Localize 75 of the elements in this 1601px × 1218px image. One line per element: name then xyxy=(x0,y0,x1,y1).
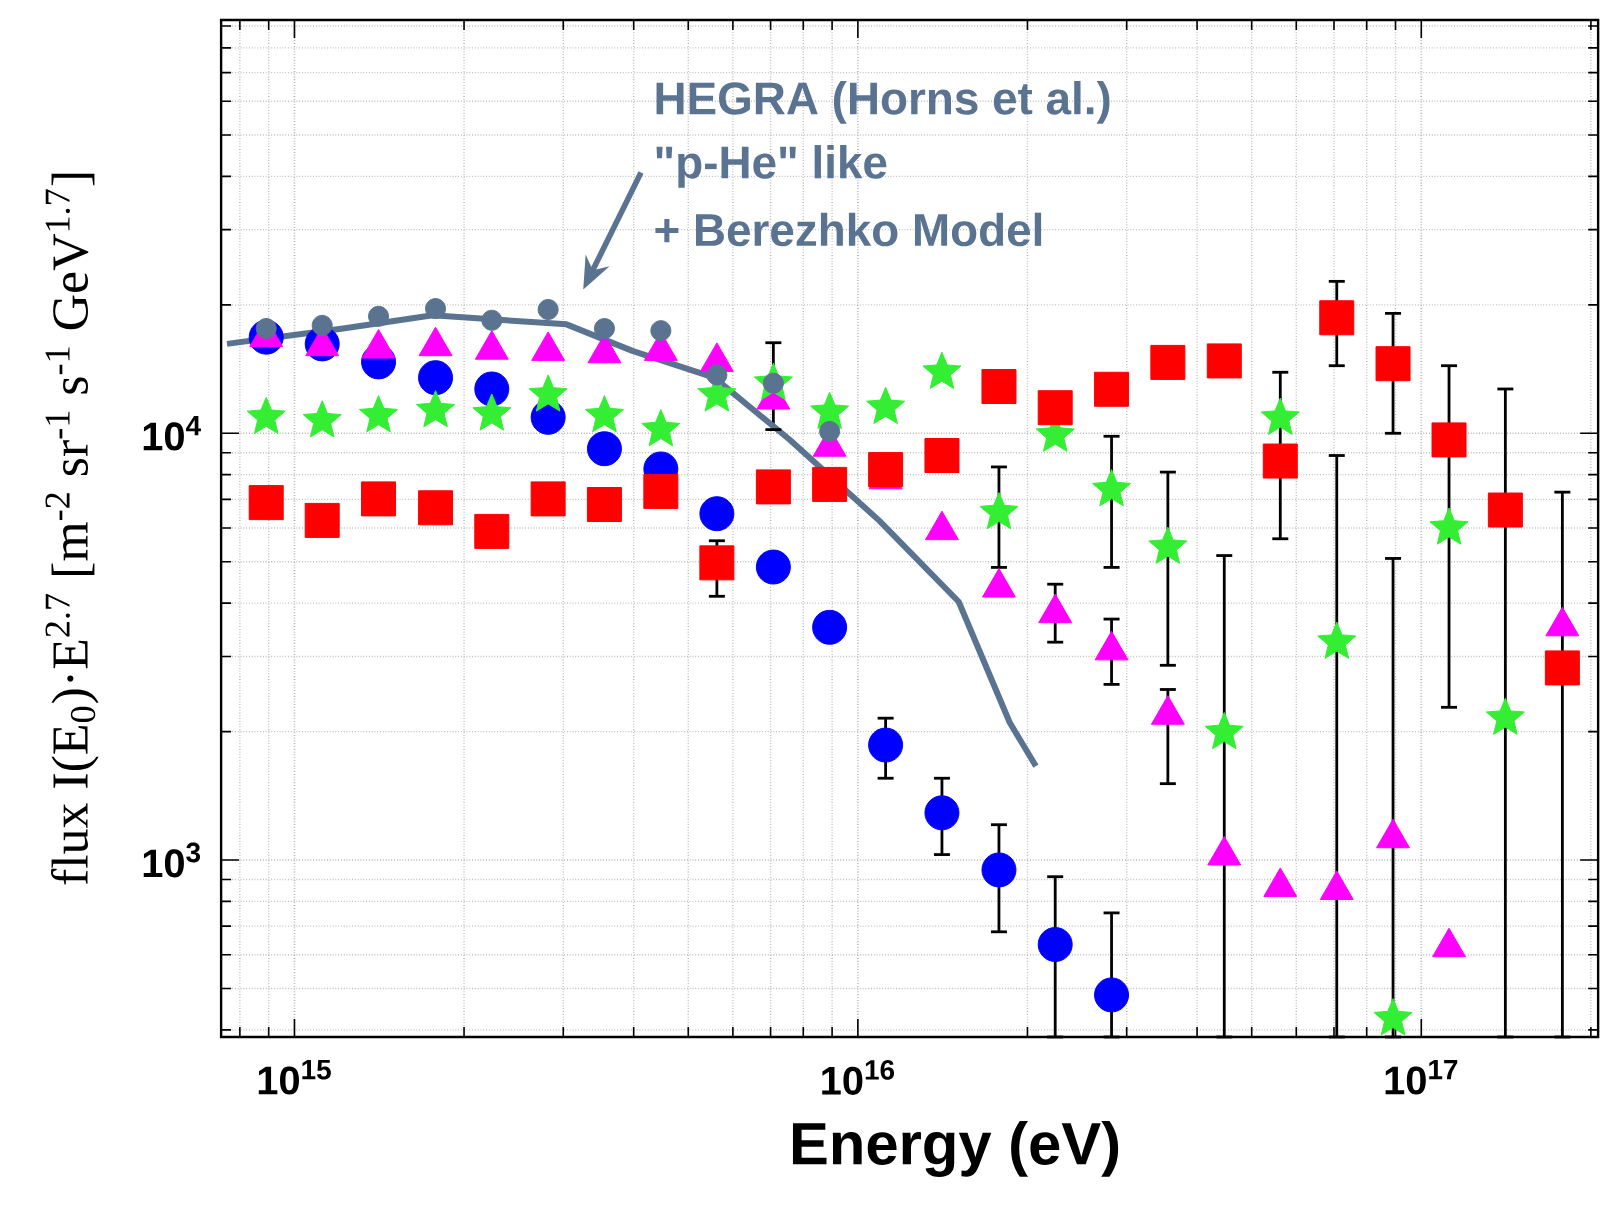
point xyxy=(425,298,447,320)
point xyxy=(1431,422,1467,458)
x-axis-title: Energy (eV) xyxy=(792,1121,1119,1177)
point xyxy=(1262,443,1298,479)
text: flux I(E$_{0}$)·E$^{2.7}$ [m$^{-2}$ sr$^{-1}$ s$^{-1}$ GeV$^{1.7}$] xyxy=(45,173,99,885)
point xyxy=(866,386,906,425)
y-tick-label: 10$^{4}$ xyxy=(143,416,201,451)
point xyxy=(1094,977,1130,1013)
point xyxy=(812,466,848,502)
x-tick-label: 10$^{17}$ xyxy=(1385,1060,1458,1095)
point xyxy=(586,431,622,467)
point xyxy=(922,351,962,389)
point xyxy=(472,393,512,431)
point xyxy=(1150,344,1186,380)
point xyxy=(593,318,615,340)
point xyxy=(1260,397,1300,435)
point xyxy=(810,391,850,429)
point xyxy=(537,299,559,321)
point xyxy=(248,485,284,521)
point xyxy=(762,372,784,394)
point xyxy=(812,609,848,645)
point xyxy=(361,481,397,517)
point xyxy=(302,400,342,438)
point xyxy=(981,369,1017,405)
point xyxy=(755,469,791,505)
point xyxy=(1485,697,1525,735)
point xyxy=(706,364,728,386)
point xyxy=(981,852,1017,888)
point xyxy=(641,409,681,447)
point xyxy=(1375,346,1411,382)
point xyxy=(1092,469,1132,507)
point xyxy=(1544,650,1580,686)
point xyxy=(643,473,679,509)
x-tick-label: 10$^{16}$ xyxy=(822,1060,895,1095)
point xyxy=(699,496,735,532)
point xyxy=(528,374,568,412)
point xyxy=(924,795,960,831)
point xyxy=(1487,492,1523,528)
annotation: + Berezhko Model xyxy=(655,212,1042,247)
point xyxy=(474,371,510,407)
point xyxy=(304,502,340,538)
point xyxy=(650,320,672,342)
annotation: "p-He" like xyxy=(656,145,887,188)
x-tick-label: 10$^{15}$ xyxy=(258,1060,331,1095)
point xyxy=(1148,526,1188,564)
point xyxy=(1373,998,1413,1036)
point xyxy=(481,309,503,331)
point xyxy=(868,452,904,488)
point xyxy=(979,492,1019,530)
y-tick-label: 10$^{3}$ xyxy=(143,842,201,878)
annotation: HEGRA (Horns et al.) xyxy=(656,80,1110,124)
point xyxy=(1204,712,1244,750)
point xyxy=(586,487,622,523)
point xyxy=(584,395,624,433)
point xyxy=(368,305,390,327)
point xyxy=(359,395,399,433)
point xyxy=(1429,507,1469,545)
point xyxy=(924,438,960,474)
point xyxy=(1037,927,1073,963)
point xyxy=(699,545,735,581)
point xyxy=(1037,390,1073,426)
point xyxy=(311,314,333,336)
point xyxy=(416,390,456,428)
point xyxy=(819,420,841,442)
point xyxy=(530,481,566,517)
point xyxy=(1317,621,1357,659)
point xyxy=(418,490,454,526)
point xyxy=(868,727,904,763)
point xyxy=(755,549,791,585)
point xyxy=(246,396,286,434)
point xyxy=(418,360,454,396)
point xyxy=(1094,371,1130,407)
point xyxy=(1206,343,1242,379)
point xyxy=(1319,300,1355,336)
point xyxy=(474,513,510,549)
